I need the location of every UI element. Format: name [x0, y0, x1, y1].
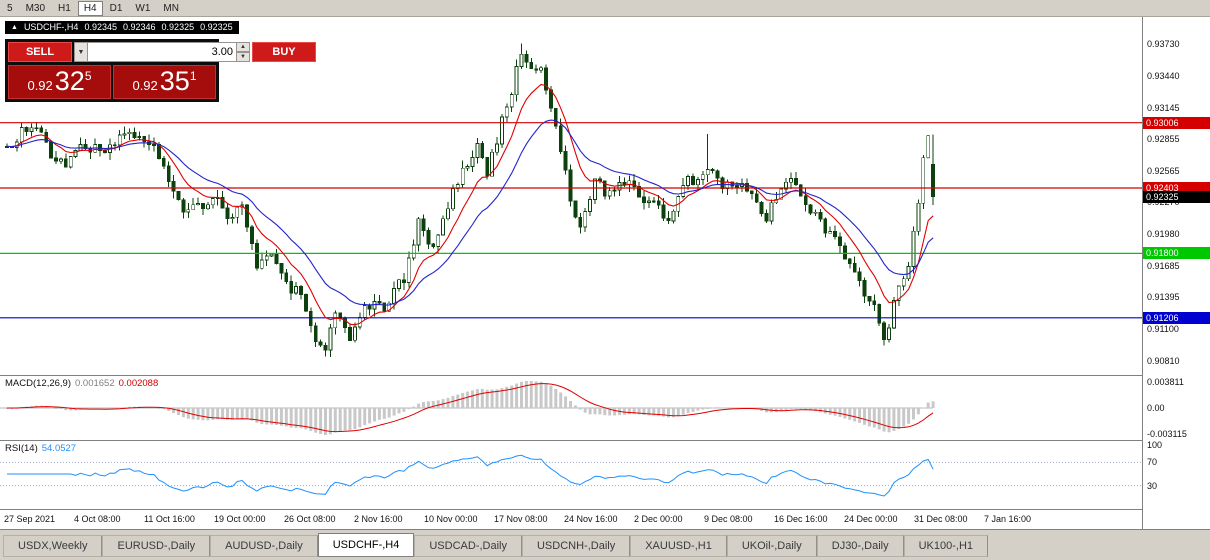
- sell-price-display[interactable]: 0.92 32 5: [8, 65, 111, 99]
- timeframe-button-d1[interactable]: D1: [104, 1, 129, 16]
- time-axis-label: 24 Dec 00:00: [844, 514, 898, 524]
- trade-buttons-row: SELL ▼ ▲ ▼ BUY: [8, 42, 316, 62]
- time-axis-label: 19 Oct 00:00: [214, 514, 266, 524]
- time-axis-label: 24 Nov 16:00: [564, 514, 618, 524]
- rsi-panel[interactable]: RSI(14) 54.0527: [0, 441, 1142, 510]
- price-axis-tick: 0.91100: [1147, 324, 1179, 335]
- volume-dropdown-button[interactable]: ▼: [74, 42, 88, 62]
- price-line-badge: 0.91206: [1143, 311, 1210, 324]
- volume-decrease-button[interactable]: ▼: [237, 52, 250, 62]
- current-price-badge: 0.92325: [1143, 191, 1210, 203]
- volume-control: ▼ ▲ ▼: [74, 42, 250, 62]
- time-axis-label: 4 Oct 08:00: [74, 514, 121, 524]
- macd-axis-label: -0.003115: [1147, 429, 1187, 439]
- sell-price-prefix: 0.92: [27, 78, 53, 93]
- rsi-chart[interactable]: [0, 441, 1142, 509]
- chart-tab-xauusd-h1[interactable]: XAUUSD-,H1: [630, 535, 727, 557]
- collapse-arrow-icon[interactable]: ▲: [11, 24, 18, 31]
- chart-tab-usdcad-daily[interactable]: USDCAD-,Daily: [414, 535, 522, 557]
- rsi-name: RSI(14): [5, 443, 38, 454]
- chart-tab-bar: USDX,Weekly EURUSD-,Daily AUDUSD-,Daily USD…: [0, 529, 1210, 560]
- macd-label: MACD(12,26,9) 0.001652 0.002088: [5, 378, 162, 389]
- macd-chart[interactable]: [0, 376, 1142, 440]
- timeframe-button-5[interactable]: 5: [1, 1, 19, 16]
- ohlc-low: 0.92325: [161, 22, 195, 32]
- chart-tab-audusd-daily[interactable]: AUDUSD-,Daily: [210, 535, 318, 557]
- buy-price-prefix: 0.92: [132, 78, 158, 93]
- price-axis-tick: 0.90810: [1147, 355, 1180, 366]
- time-axis-label: 10 Nov 00:00: [424, 514, 478, 524]
- buy-price-sup: 1: [189, 69, 197, 83]
- time-axis-label: 27 Sep 2021: [4, 514, 56, 524]
- chart-tab-dj30-daily[interactable]: DJ30-,Daily: [816, 535, 904, 557]
- timeframe-button-mn[interactable]: MN: [157, 1, 185, 16]
- macd-signal-value: 0.002088: [118, 378, 159, 389]
- buy-button[interactable]: BUY: [252, 42, 316, 62]
- sell-button[interactable]: SELL: [8, 42, 72, 62]
- chevron-down-icon: ▼: [77, 48, 85, 56]
- rsi-value: 54.0527: [41, 443, 77, 454]
- time-axis-label: 17 Nov 08:00: [494, 514, 548, 524]
- time-axis-label: 2 Dec 00:00: [634, 514, 683, 524]
- timeframe-button-h1[interactable]: H1: [52, 1, 77, 16]
- time-axis: 27 Sep 2021 4 Oct 08:00 11 Oct 16:00 19 Oct…: [0, 510, 1142, 529]
- main-chart-panel[interactable]: ▲ USDCHF-,H4 0.92345 0.92346 0.92325 0.9…: [0, 17, 1142, 376]
- volume-input[interactable]: [88, 42, 237, 62]
- price-axis-tick: 0.93440: [1147, 70, 1180, 81]
- macd-panel[interactable]: MACD(12,26,9) 0.001652 0.002088: [0, 376, 1142, 441]
- rsi-axis-label: 100: [1147, 440, 1163, 450]
- volume-spinner: ▲ ▼: [237, 42, 250, 62]
- macd-axis-label: 0.00: [1147, 403, 1165, 413]
- volume-increase-button[interactable]: ▲: [237, 42, 250, 52]
- buy-price-big: 35: [159, 66, 190, 96]
- buy-price-display[interactable]: 0.92 35 1: [113, 65, 216, 99]
- price-axis-tick: 0.92855: [1147, 134, 1180, 144]
- chart-workspace: ▲ USDCHF-,H4 0.92345 0.92346 0.92325 0.9…: [0, 17, 1210, 529]
- candlestick-chart[interactable]: [0, 17, 1142, 375]
- price-line-badge: 0.91800: [1143, 247, 1210, 260]
- chart-tab-usdx-weekly[interactable]: USDX,Weekly: [3, 535, 103, 557]
- timeframe-button-w1[interactable]: W1: [129, 1, 156, 16]
- price-axis-tick: 0.91685: [1147, 260, 1180, 271]
- symbol-title: USDCHF-,H4: [23, 22, 79, 32]
- time-axis-label: 26 Oct 08:00: [284, 514, 336, 524]
- sell-price-big: 32: [54, 66, 85, 96]
- rsi-axis-label: 30: [1147, 480, 1158, 491]
- macd-axis-label: 0.003811: [1147, 377, 1184, 387]
- price-axis-tick: 0.93145: [1147, 102, 1180, 113]
- chart-tab-eurusd-daily[interactable]: EURUSD-,Daily: [102, 535, 211, 557]
- macd-name: MACD(12,26,9): [5, 378, 71, 389]
- symbol-info-bar: ▲ USDCHF-,H4 0.92345 0.92346 0.92325 0.9…: [5, 21, 239, 34]
- chart-tab-uk100-h1[interactable]: UK100-,H1: [903, 535, 989, 557]
- time-axis-label: 9 Dec 08:00: [704, 514, 753, 524]
- rsi-label: RSI(14) 54.0527: [5, 443, 80, 454]
- time-axis-label: 7 Jan 16:00: [984, 514, 1032, 524]
- macd-main-value: 0.001652: [75, 378, 115, 389]
- price-axis-tick: 0.93730: [1147, 39, 1180, 50]
- sell-price-sup: 5: [84, 69, 92, 83]
- price-axis-tick: 0.92565: [1147, 165, 1180, 176]
- price-line-badge: 0.93006: [1143, 116, 1210, 129]
- time-axis-label: 16 Dec 16:00: [774, 514, 828, 524]
- price-axis: 0.937300.934400.931450.928550.925650.922…: [1142, 17, 1210, 529]
- one-click-trading-widget: SELL ▼ ▲ ▼ BUY 0.92 32 5: [5, 39, 316, 102]
- time-axis-label: 2 Nov 16:00: [354, 514, 403, 524]
- price-axis-tick: 0.91395: [1147, 292, 1180, 303]
- chart-tab-usdcnh-daily[interactable]: USDCNH-,Daily: [521, 535, 631, 557]
- time-axis-label: 11 Oct 16:00: [144, 514, 195, 524]
- time-axis-label: 31 Dec 08:00: [914, 514, 968, 524]
- timeframe-toolbar: 5 M30 H1 H4 D1 W1 MN: [0, 0, 1210, 17]
- trade-prices-row: 0.92 32 5 0.92 35 1: [8, 65, 216, 99]
- chart-tab-ukoil-daily[interactable]: UKOil-,Daily: [726, 535, 817, 557]
- timeframe-button-h4[interactable]: H4: [77, 0, 103, 16]
- ohlc-open: 0.92345: [84, 22, 117, 32]
- ohlc-close: 0.92325: [200, 22, 233, 32]
- price-axis-tick: 0.91980: [1147, 228, 1180, 239]
- chart-tab-usdchf-h4[interactable]: USDCHF-,H4: [317, 533, 415, 557]
- timeframe-button-m30[interactable]: M30: [20, 1, 51, 16]
- rsi-axis-label: 70: [1147, 457, 1158, 468]
- ohlc-high: 0.92346: [123, 22, 156, 32]
